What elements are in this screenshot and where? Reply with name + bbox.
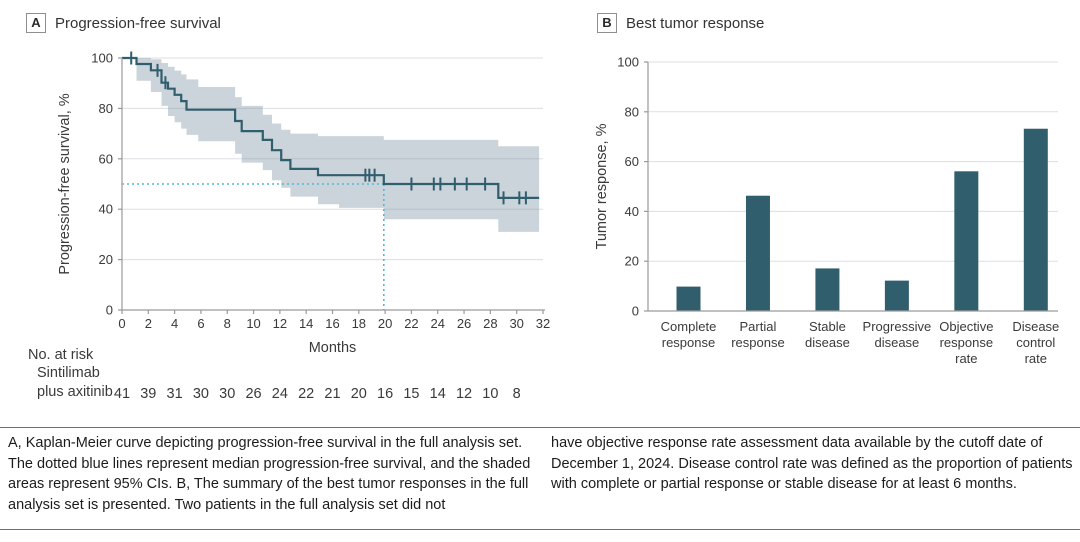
bar (815, 268, 840, 311)
bar (676, 286, 701, 311)
panel-b-header: B Best tumor response (597, 13, 764, 33)
svg-text:6: 6 (197, 316, 204, 331)
svg-text:10: 10 (246, 316, 260, 331)
gridlines (122, 57, 543, 261)
category-labels: CompleteresponsePartialresponseStabledis… (661, 319, 1060, 366)
svg-text:response: response (662, 335, 715, 350)
panel-b-title: Best tumor response (626, 14, 765, 32)
svg-text:Stable: Stable (809, 319, 846, 334)
caption-left-column: A, Kaplan-Meier curve depicting progress… (8, 435, 531, 513)
tick-labels: 0 20 40 60 80 100 (617, 55, 639, 319)
svg-text:Disease: Disease (1012, 319, 1059, 334)
svg-text:28: 28 (483, 316, 497, 331)
svg-text:14: 14 (299, 316, 313, 331)
svg-text:20: 20 (625, 254, 639, 269)
svg-text:80: 80 (625, 104, 639, 119)
svg-text:0: 0 (632, 304, 639, 319)
x-axis-label: Months (309, 340, 357, 356)
svg-text:40: 40 (99, 202, 113, 217)
caption-top-rule (0, 427, 1080, 428)
svg-text:2: 2 (145, 316, 152, 331)
panel-a-title: Progression-free survival (55, 14, 221, 32)
risk-values-row: 41 39 31 30 30 26 24 22 21 20 16 15 14 12 10 8 (114, 386, 521, 402)
svg-text:response: response (940, 335, 993, 350)
svg-text:0: 0 (106, 303, 113, 318)
svg-text:26: 26 (245, 386, 261, 402)
svg-text:40: 40 (625, 204, 639, 219)
svg-text:22: 22 (298, 386, 314, 402)
panel-a-header: A Progression-free survival (26, 13, 221, 33)
svg-text:disease: disease (874, 335, 919, 350)
axes (644, 61, 1058, 312)
panel-b-letter-box: B (597, 13, 617, 33)
svg-text:30: 30 (219, 386, 235, 402)
svg-text:8: 8 (224, 316, 231, 331)
svg-text:24: 24 (272, 386, 288, 402)
kaplan-meier-chart: 0 2 4 6 8 10 12 14 16 18 20 22 24 26 28 30 3202040608010… (57, 51, 550, 403)
panel-a-letter-box: A (26, 13, 46, 33)
svg-text:21: 21 (324, 386, 340, 402)
svg-text:10: 10 (482, 386, 498, 402)
svg-text:26: 26 (457, 316, 471, 331)
svg-text:response: response (731, 335, 784, 350)
svg-text:12: 12 (273, 316, 287, 331)
bar (745, 195, 770, 311)
svg-text:41: 41 (114, 386, 130, 402)
svg-text:32: 32 (536, 316, 550, 331)
svg-text:80: 80 (99, 101, 113, 116)
svg-text:14: 14 (430, 386, 446, 402)
svg-text:22: 22 (404, 316, 418, 331)
svg-text:disease: disease (805, 335, 850, 350)
svg-text:20: 20 (351, 386, 367, 402)
svg-text:12: 12 (456, 386, 472, 402)
svg-text:31: 31 (167, 386, 183, 402)
tick-labels: 0 2 4 6 8 10 12 14 16 18 20 22 24 26 28 30 3202040608010… (91, 51, 550, 332)
svg-text:30: 30 (509, 316, 523, 331)
svg-text:18: 18 (352, 316, 366, 331)
svg-text:16: 16 (325, 316, 339, 331)
svg-text:60: 60 (625, 154, 639, 169)
confidence-band (122, 58, 540, 232)
svg-text:rate: rate (955, 351, 977, 366)
svg-text:39: 39 (140, 386, 156, 402)
bar-chart: 020406080100CompleteresponsePartialrespo… (594, 55, 1060, 367)
svg-text:Progressive: Progressive (863, 319, 932, 334)
bar (954, 171, 979, 311)
bars (676, 128, 1048, 311)
svg-text:8: 8 (513, 386, 521, 402)
svg-text:100: 100 (91, 51, 113, 66)
svg-text:Objective: Objective (939, 319, 993, 334)
gridlines (648, 61, 1058, 262)
caption-bottom-rule (0, 529, 1080, 530)
svg-text:24: 24 (431, 316, 445, 331)
y-axis-label: Tumor response, % (594, 123, 610, 249)
svg-text:30: 30 (193, 386, 209, 402)
svg-text:control: control (1016, 335, 1055, 350)
bar (884, 280, 909, 311)
bar (1023, 128, 1048, 311)
svg-text:60: 60 (99, 151, 113, 166)
risk-table-header: No. at risk (28, 347, 94, 363)
svg-text:20: 20 (378, 316, 392, 331)
risk-group-line1: Sintilimab (37, 365, 100, 381)
y-axis-label: Progression-free survival, % (57, 93, 73, 274)
svg-text:15: 15 (403, 386, 419, 402)
svg-text:20: 20 (99, 252, 113, 267)
risk-group-line2: plus axitinib (37, 384, 113, 400)
km-curve (122, 56, 540, 199)
svg-text:Complete: Complete (661, 319, 717, 334)
svg-text:16: 16 (377, 386, 393, 402)
svg-text:Partial: Partial (740, 319, 777, 334)
median-reference-lines (122, 183, 385, 310)
caption-right-column: have objective response rate assessment … (551, 435, 1073, 492)
svg-text:rate: rate (1025, 351, 1047, 366)
censor-marks (130, 51, 527, 205)
svg-text:4: 4 (171, 316, 178, 331)
svg-text:100: 100 (617, 55, 639, 70)
axes (118, 57, 545, 314)
svg-text:0: 0 (118, 316, 125, 331)
